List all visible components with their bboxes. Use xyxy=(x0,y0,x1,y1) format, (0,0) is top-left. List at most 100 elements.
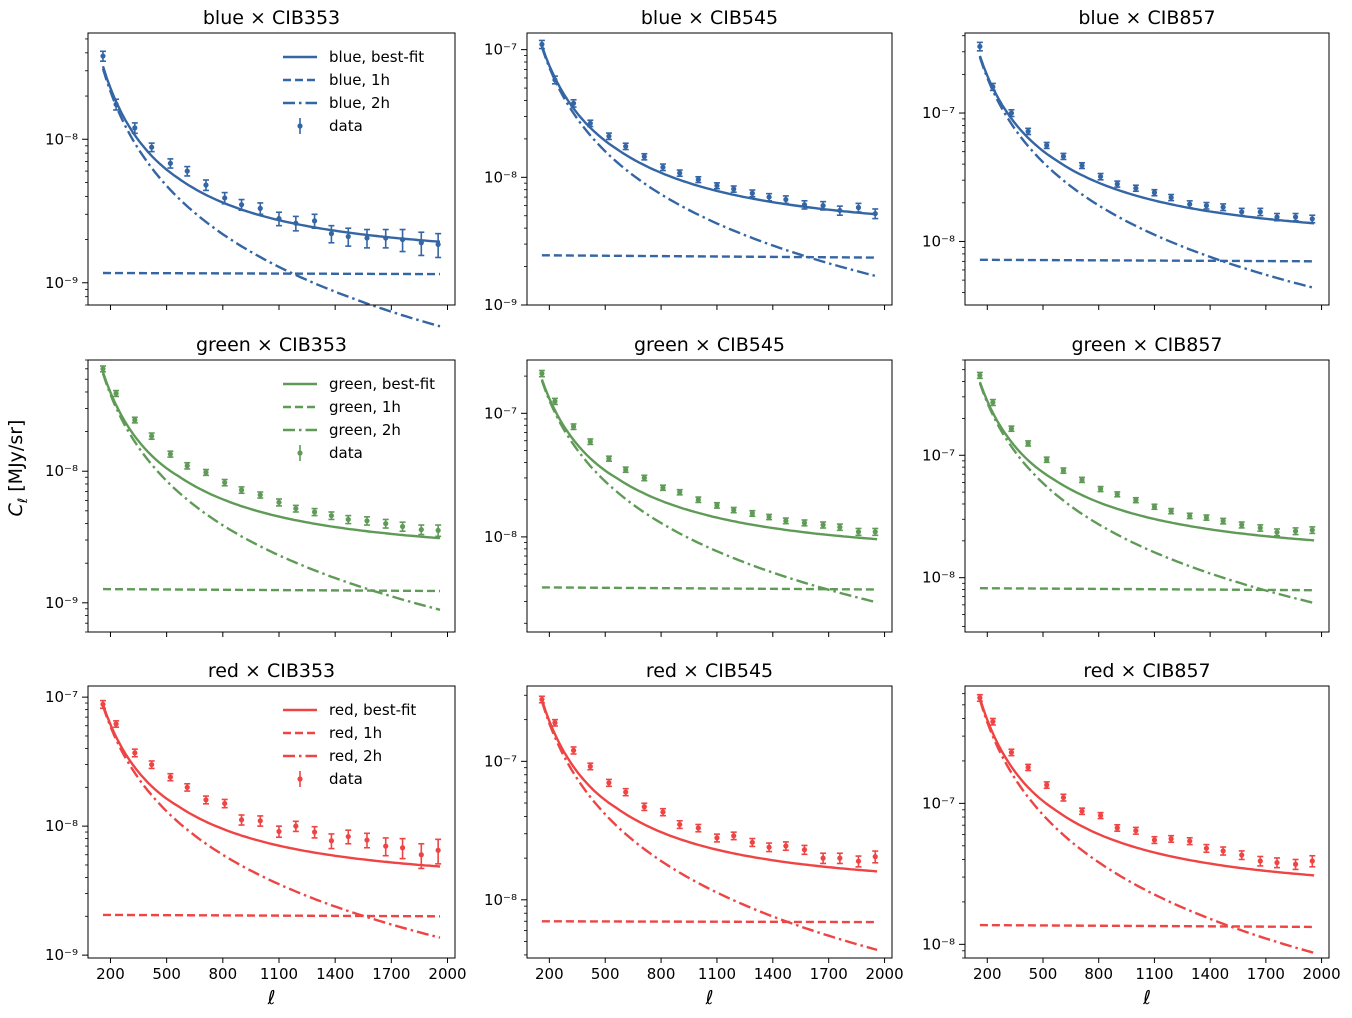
data-point xyxy=(977,695,983,701)
data-point xyxy=(766,194,772,200)
data-point xyxy=(731,186,737,192)
data-point xyxy=(552,398,558,404)
one-halo-line xyxy=(541,920,878,924)
data-point xyxy=(1274,214,1280,220)
panel-title: green × CIB857 xyxy=(1071,334,1222,356)
data-point xyxy=(222,800,228,807)
data-point xyxy=(149,761,155,768)
axes-frame xyxy=(526,359,893,633)
data-point xyxy=(1060,153,1067,159)
legend-label-best: green, best-fit xyxy=(329,375,435,393)
panel-red-3: red × CIB857 200 500 800 1100 1400 1700 2000 ℓ 10… xyxy=(922,660,1341,1009)
legend-label-data: data xyxy=(329,770,363,788)
data-point xyxy=(714,835,720,841)
legend-label-onehalo: red, 1h xyxy=(329,724,382,742)
data-point xyxy=(1309,216,1315,222)
two-halo-line xyxy=(101,705,441,939)
data-point xyxy=(1008,110,1015,116)
data-point xyxy=(328,838,335,844)
data-point xyxy=(820,522,826,528)
data-point xyxy=(539,41,545,47)
data-point xyxy=(1025,128,1031,134)
y-tick-label: 10⁻⁸ xyxy=(922,232,955,250)
data-point xyxy=(1257,209,1263,215)
data-point xyxy=(1079,162,1085,169)
data-point xyxy=(1292,214,1299,220)
data-point xyxy=(100,53,106,59)
data-point xyxy=(1008,426,1015,432)
axes-frame xyxy=(526,32,893,306)
data-point xyxy=(1044,457,1050,463)
data-point xyxy=(623,143,629,149)
data-point xyxy=(1220,848,1226,854)
one-halo-line xyxy=(979,587,1315,592)
data-point xyxy=(570,747,577,753)
data-point xyxy=(606,780,612,786)
data-point xyxy=(1220,518,1226,524)
best-fit-line xyxy=(540,699,878,873)
data-point xyxy=(1292,861,1299,867)
data-point xyxy=(276,828,282,835)
data-point xyxy=(977,43,983,50)
x-tick-label: 1100 xyxy=(698,965,736,983)
data-point xyxy=(801,202,808,208)
data-point xyxy=(990,399,996,406)
data-point xyxy=(167,451,173,457)
data-point xyxy=(623,789,629,795)
data-point xyxy=(149,144,155,150)
x-tick-label: 1700 xyxy=(810,965,848,983)
data-point xyxy=(1274,860,1280,866)
panel-title: green × CIB353 xyxy=(196,334,347,356)
data-point xyxy=(570,424,577,430)
data-point xyxy=(345,833,351,840)
data-point xyxy=(238,202,245,208)
data-point xyxy=(641,804,647,810)
data-point xyxy=(749,510,755,516)
x-tick-label: 500 xyxy=(1029,965,1058,983)
data-point xyxy=(184,463,190,469)
y-tick-label: 10⁻⁸ xyxy=(484,891,517,909)
data-point xyxy=(1133,185,1139,191)
data-point xyxy=(695,176,701,183)
data-point xyxy=(435,241,441,248)
y-tick-label: 10⁻⁷ xyxy=(922,794,955,812)
y-tick-label: 10⁻⁹ xyxy=(484,296,517,314)
data-point xyxy=(552,720,558,726)
data-point xyxy=(1079,477,1085,483)
axes-frame xyxy=(526,685,893,959)
panel-blue-2: blue × CIB545 10⁻⁹ 10⁻⁸ 10⁻⁷ xyxy=(484,7,893,314)
x-tick-label: 2000 xyxy=(865,965,903,983)
data-point xyxy=(167,160,173,166)
data-point xyxy=(837,207,843,214)
panel-title: blue × CIB353 xyxy=(203,7,340,29)
data-point xyxy=(606,456,612,462)
x-axis-label: ℓ xyxy=(1142,987,1151,1009)
data-point xyxy=(606,133,612,139)
panel-red-2: red × CIB545 200 500 800 1100 1400 1700 2000 ℓ 10… xyxy=(484,660,904,1009)
y-tick-label: 10⁻⁹ xyxy=(45,946,78,964)
x-tick-label: 1700 xyxy=(372,965,410,983)
y-tick-label: 10⁻⁸ xyxy=(922,569,955,587)
data-point xyxy=(435,527,441,533)
data-point xyxy=(203,469,209,475)
data-point xyxy=(238,817,245,823)
data-point xyxy=(872,210,878,217)
x-tick-label: 1100 xyxy=(1135,965,1173,983)
data-point xyxy=(677,170,683,176)
x-tick-label: 500 xyxy=(152,965,181,983)
legend-label-twohalo: red, 2h xyxy=(329,747,382,765)
data-point xyxy=(587,763,593,769)
data-point xyxy=(222,195,228,201)
two-halo-line xyxy=(540,700,878,952)
panel-red-1: red × CIB353 200 500 800 1100 1400 1700 2000 ℓ 10… xyxy=(45,660,467,1009)
best-fit-line xyxy=(540,45,878,216)
legend-swatch-data xyxy=(297,123,303,129)
data-point xyxy=(311,218,318,224)
x-tick-label: 1400 xyxy=(754,965,792,983)
legend: blue, best-fit blue, 1h blue, 2h data xyxy=(283,48,424,135)
data-point xyxy=(1097,486,1104,492)
data-point xyxy=(184,784,190,790)
data-point xyxy=(1060,467,1067,474)
data-point xyxy=(837,524,843,530)
